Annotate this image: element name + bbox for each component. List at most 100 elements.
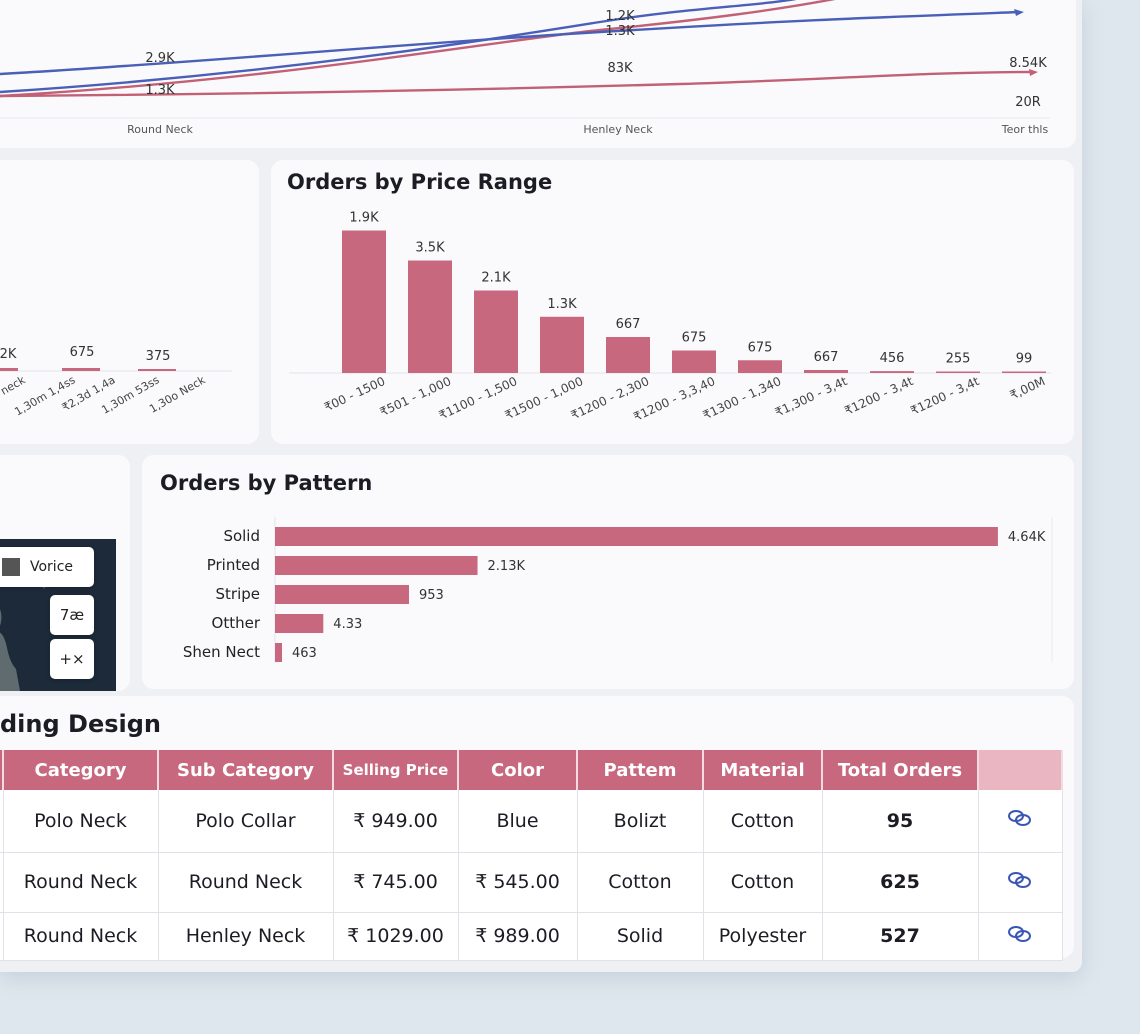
column-header-material[interactable]: Material xyxy=(703,750,823,790)
cell-sub-category: Henley Neck xyxy=(158,912,334,961)
left-bar-chart-card: 2K 675 375 neck 1,30m 1,4ss ₹2,3d 1,4a 1… xyxy=(0,160,259,444)
pattern-chart: Solid 4.64K Printed 2.13K Stripe 953 Otther 4.3… xyxy=(183,517,1053,663)
map-zoom-button[interactable]: 7æ xyxy=(50,595,94,635)
data-label: 20R xyxy=(1015,95,1041,110)
cell-total-orders: 95 xyxy=(822,790,979,853)
cell-total-orders: 625 xyxy=(822,852,979,913)
bar[interactable] xyxy=(275,585,409,604)
cell-material: Cotton xyxy=(703,790,823,853)
cell-category: Round Neck xyxy=(3,852,159,913)
bar[interactable] xyxy=(936,371,980,374)
cell-material: Polyester xyxy=(703,912,823,961)
x-tick-label: Teor thls xyxy=(1001,123,1049,136)
bar-value-label: 4.64K xyxy=(1008,530,1046,545)
table-row[interactable]: Polo Neck Polo Collar ₹ 949.00 Blue Bolizt Co… xyxy=(0,790,1063,853)
bar xyxy=(62,368,100,371)
price-range-card: Orders by Price Range 1.9K ₹00 - 1500 3.5K… xyxy=(271,160,1074,444)
bar-value-label: 99 xyxy=(1016,352,1033,367)
bar-value-label: 2.13K xyxy=(488,559,526,574)
column-header-total-orders[interactable]: Total Orders xyxy=(822,750,979,790)
row-action-cell[interactable] xyxy=(978,852,1063,913)
legend-label: Vorice xyxy=(30,559,74,575)
cell-color: ₹ 545.00 xyxy=(458,852,578,913)
row-action-cell[interactable] xyxy=(978,790,1063,853)
cell-category: Polo Neck xyxy=(3,790,159,853)
column-header-color[interactable]: Color xyxy=(458,750,578,790)
data-label: 2.9K xyxy=(145,51,175,66)
cell-selling-price: ₹ 745.00 xyxy=(333,852,459,913)
column-header-sub-category[interactable]: Sub Category xyxy=(158,750,334,790)
cell-sub-category: Round Neck xyxy=(158,852,334,913)
bar xyxy=(0,368,18,371)
bar-value-label: 2K xyxy=(0,347,17,362)
x-tick-label: ₹1200 - 3,4t xyxy=(842,374,915,418)
bar[interactable] xyxy=(540,316,584,373)
cell-color: Blue xyxy=(458,790,578,853)
series-line-blue-lower xyxy=(0,10,1021,76)
cell-material: Cotton xyxy=(703,852,823,913)
data-label: 1.3K xyxy=(145,83,175,98)
cell-pattern: Cotton xyxy=(577,852,704,913)
data-label: 1.3K xyxy=(605,24,635,39)
x-tick-label: Round Neck xyxy=(127,123,193,136)
cell-pattern: Bolizt xyxy=(577,790,704,853)
design-table: Category Sub Category Selling Price Colo… xyxy=(0,750,1063,961)
cell-sub-category: Polo Collar xyxy=(158,790,334,853)
row-blank-cell xyxy=(0,912,4,961)
bar[interactable] xyxy=(474,290,518,374)
line-chart-card: 1.2K 1.3K 2.9K 1.3K 83K 8.54K 20R Round … xyxy=(0,0,1076,148)
map-card: Vorice 7æ +× xyxy=(0,455,130,691)
bar[interactable] xyxy=(804,370,848,373)
bar[interactable] xyxy=(275,527,998,546)
row-action-cell[interactable] xyxy=(978,912,1063,961)
column-header-blank-left xyxy=(0,750,4,790)
dashboard: 1.2K 1.3K 2.9K 1.3K 83K 8.54K 20R Round … xyxy=(0,0,1082,972)
series-line-red-lower xyxy=(0,70,1035,98)
bar[interactable] xyxy=(275,556,478,575)
x-tick-label: neck xyxy=(0,373,28,398)
bar-value-label: 675 xyxy=(682,331,707,346)
bar-value-label: 255 xyxy=(946,352,971,367)
bar-value-label: 4.33 xyxy=(333,617,362,632)
link-icon[interactable] xyxy=(1005,925,1035,943)
bar[interactable] xyxy=(275,614,324,633)
bar-value-label: 456 xyxy=(880,351,905,366)
cell-selling-price: ₹ 949.00 xyxy=(333,790,459,853)
x-tick-label: ₹1,300 - 3,4t xyxy=(773,374,850,420)
bar[interactable] xyxy=(606,337,650,373)
legend-swatch xyxy=(2,558,20,576)
cell-selling-price: ₹ 1029.00 xyxy=(333,912,459,961)
data-label: 83K xyxy=(607,61,633,76)
link-icon[interactable] xyxy=(1005,871,1035,889)
line-chart: 1.2K 1.3K 2.9K 1.3K 83K 8.54K 20R Round … xyxy=(0,0,1050,136)
column-header-category[interactable]: Category xyxy=(3,750,159,790)
bar-value-label: 675 xyxy=(70,345,95,360)
cell-category: Round Neck xyxy=(3,912,159,961)
pattern-title: Orders by Pattern xyxy=(160,471,373,495)
column-header-selling-price[interactable]: Selling Price xyxy=(333,750,459,790)
row-blank-cell xyxy=(0,852,4,913)
table-header-row: Category Sub Category Selling Price Colo… xyxy=(0,750,1063,790)
bar[interactable] xyxy=(870,371,914,373)
bar-value-label: 1.3K xyxy=(547,297,577,312)
bar[interactable] xyxy=(342,230,386,374)
bar[interactable] xyxy=(738,360,782,373)
map-legend[interactable]: Vorice xyxy=(0,547,94,587)
cell-total-orders: 527 xyxy=(822,912,979,961)
bar[interactable] xyxy=(672,350,716,374)
data-label: 1.2K xyxy=(605,9,635,24)
table-row[interactable]: Round Neck Henley Neck ₹ 1029.00 ₹ 989.00 So… xyxy=(0,912,1063,961)
bar[interactable] xyxy=(1002,371,1046,374)
table-title: ding Design xyxy=(0,710,162,738)
bar[interactable] xyxy=(408,260,452,374)
map-reset-button[interactable]: +× xyxy=(50,639,94,679)
bar-value-label: 1.9K xyxy=(349,211,379,226)
y-tick-label: Shen Nect xyxy=(183,643,260,661)
bar-value-label: 2.1K xyxy=(481,271,511,286)
bar-value-label: 953 xyxy=(419,588,444,603)
bar-value-label: 3.5K xyxy=(415,241,445,256)
bar[interactable] xyxy=(275,643,283,662)
link-icon[interactable] xyxy=(1005,809,1035,827)
table-row[interactable]: Round Neck Round Neck ₹ 745.00 ₹ 545.00 Cott… xyxy=(0,852,1063,913)
column-header-pattern[interactable]: Pattem xyxy=(577,750,704,790)
